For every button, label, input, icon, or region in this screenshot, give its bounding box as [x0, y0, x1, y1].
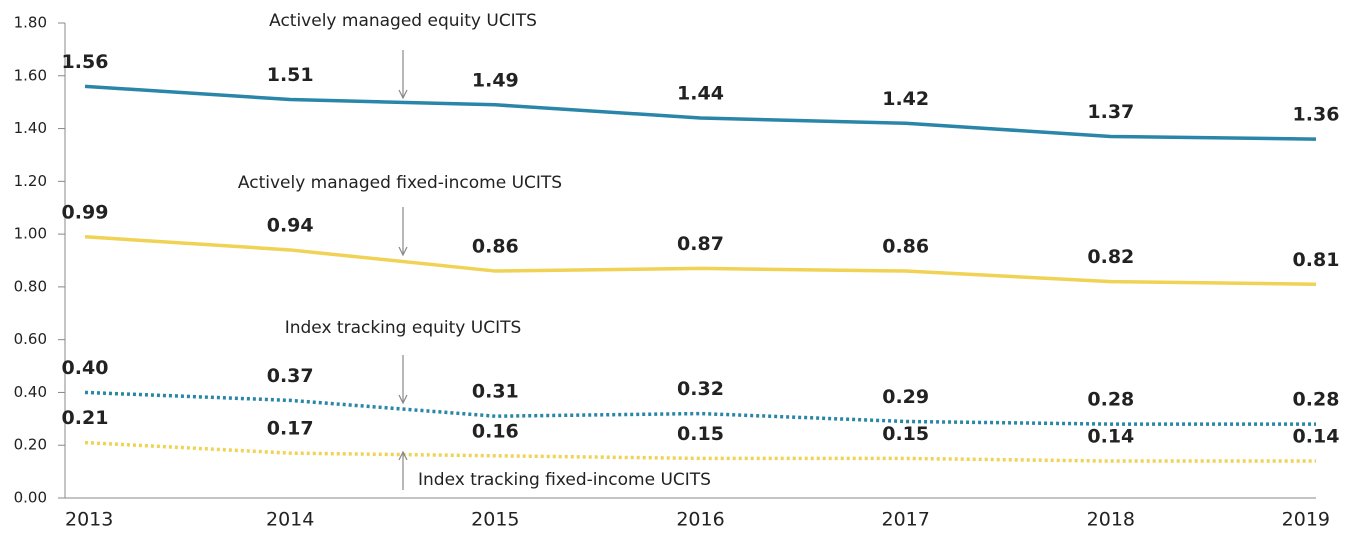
data-label: 1.51 [267, 64, 314, 86]
series-line [84, 84, 1317, 141]
series-line [84, 235, 1317, 286]
x-tick-label: 2016 [676, 509, 724, 531]
series-line [84, 440, 1316, 463]
y-tick-label: 0.40 [14, 383, 47, 401]
y-tick-label: 0.60 [14, 330, 47, 348]
x-tick-label: 2015 [471, 509, 519, 531]
y-tick-label: 1.20 [14, 172, 47, 190]
data-label: 0.28 [1293, 389, 1340, 411]
data-label: 0.29 [882, 386, 929, 408]
series-line [84, 390, 1316, 426]
data-label: 1.36 [1293, 104, 1340, 126]
data-label: 0.37 [267, 365, 314, 387]
y-tick-label: 1.40 [14, 119, 47, 137]
data-label: 0.99 [62, 201, 109, 223]
series-name: Index tracking fixed-income UCITS [418, 470, 711, 490]
data-label: 0.87 [677, 233, 724, 255]
series-name: Actively managed fixed-income UCITS [238, 173, 562, 193]
data-label: 0.15 [882, 423, 929, 445]
data-label: 0.32 [677, 378, 724, 400]
data-label: 1.49 [472, 69, 519, 91]
x-tick-label: 2014 [266, 509, 314, 531]
series-name: Index tracking equity UCITS [285, 318, 522, 338]
data-label: 0.28 [1087, 389, 1134, 411]
arrow-head [398, 89, 408, 100]
x-tick-label: 2018 [1087, 509, 1135, 531]
y-tick-label: 1.00 [14, 225, 47, 243]
data-label: 0.15 [677, 423, 724, 445]
y-tick-label: 0.00 [14, 489, 47, 507]
arrow-head [398, 246, 408, 257]
data-label: 0.82 [1087, 246, 1134, 268]
data-label: 0.40 [62, 357, 109, 379]
data-label: 0.86 [472, 236, 519, 258]
data-label: 0.14 [1087, 426, 1134, 448]
data-label: 0.14 [1293, 426, 1340, 448]
data-label: 1.56 [62, 51, 109, 73]
series-name: Actively managed equity UCITS [269, 11, 537, 31]
data-label: 0.94 [267, 214, 314, 236]
data-label: 1.44 [677, 83, 724, 105]
data-label: 1.42 [882, 88, 929, 110]
y-tick-label: 1.60 [14, 66, 47, 84]
data-label: 0.21 [62, 407, 109, 429]
data-label: 1.37 [1087, 101, 1134, 123]
data-label: 0.17 [267, 418, 314, 440]
arrow-head [398, 394, 408, 405]
arrow-head [398, 450, 408, 461]
data-label: 0.86 [882, 236, 929, 258]
data-label: 0.16 [472, 420, 519, 442]
x-tick-label: 2013 [65, 509, 113, 531]
x-tick-label: 2019 [1282, 509, 1330, 531]
y-tick-label: 0.80 [14, 277, 47, 295]
y-tick-label: 0.20 [14, 436, 47, 454]
x-tick-label: 2017 [881, 509, 929, 531]
y-tick-label: 1.80 [14, 14, 47, 32]
data-label: 0.81 [1293, 249, 1340, 271]
data-label: 0.31 [472, 381, 519, 403]
